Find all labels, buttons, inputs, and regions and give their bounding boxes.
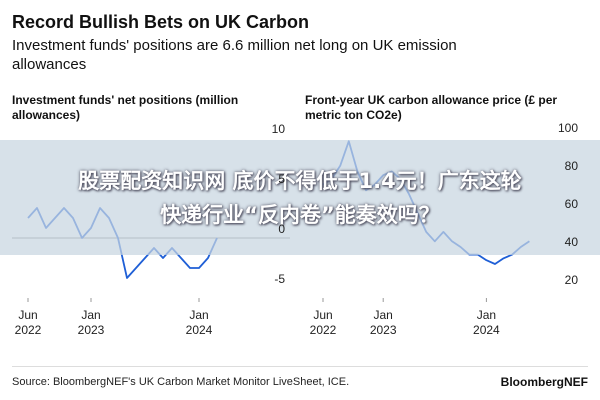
brand: BloombergNEF	[500, 375, 588, 389]
divider	[12, 366, 588, 367]
chart-title: Investment funds' net positions (million…	[12, 93, 239, 122]
overlay-banner: 股票配资知识网 底价不得低于1.4元！广东这轮 快递行业“反内卷”能奏效吗？	[0, 140, 600, 255]
x-tick-label: Jan 2024	[473, 308, 500, 337]
y-tick-label: 10	[271, 122, 285, 136]
x-tick-label: Jan 2024	[185, 308, 213, 337]
x-tick-label: Jun 2022	[309, 308, 337, 337]
y-tick-label: 20	[564, 272, 578, 287]
x-tick-label: Jan 2023	[369, 308, 397, 337]
y-tick-label: 5	[278, 172, 285, 186]
y-tick-label: -5	[274, 272, 285, 286]
source: Source: BloombergNEF's UK Carbon Market …	[12, 376, 350, 388]
overlay-text: 快递行业“反内卷”能奏效吗？	[160, 202, 440, 227]
y-tick-label: 80	[564, 159, 578, 174]
y-tick-label: 0	[278, 222, 285, 236]
subtitle: Investment funds' positions are 6.6 mill…	[12, 37, 457, 73]
y-tick-label: 100	[557, 121, 578, 136]
title: Record Bullish Bets on UK Carbon	[12, 12, 310, 32]
y-tick-label: 60	[564, 197, 578, 211]
x-tick-label: Jun 2022	[14, 308, 42, 337]
overlay-text: 股票配资知识网 底价不得低于1.4元！广东这轮	[78, 168, 522, 193]
chart-title: Front-year UK carbon allowance price (£ …	[305, 93, 558, 122]
x-tick-label: Jan 2023	[77, 308, 105, 337]
y-tick-label: 40	[564, 234, 578, 249]
